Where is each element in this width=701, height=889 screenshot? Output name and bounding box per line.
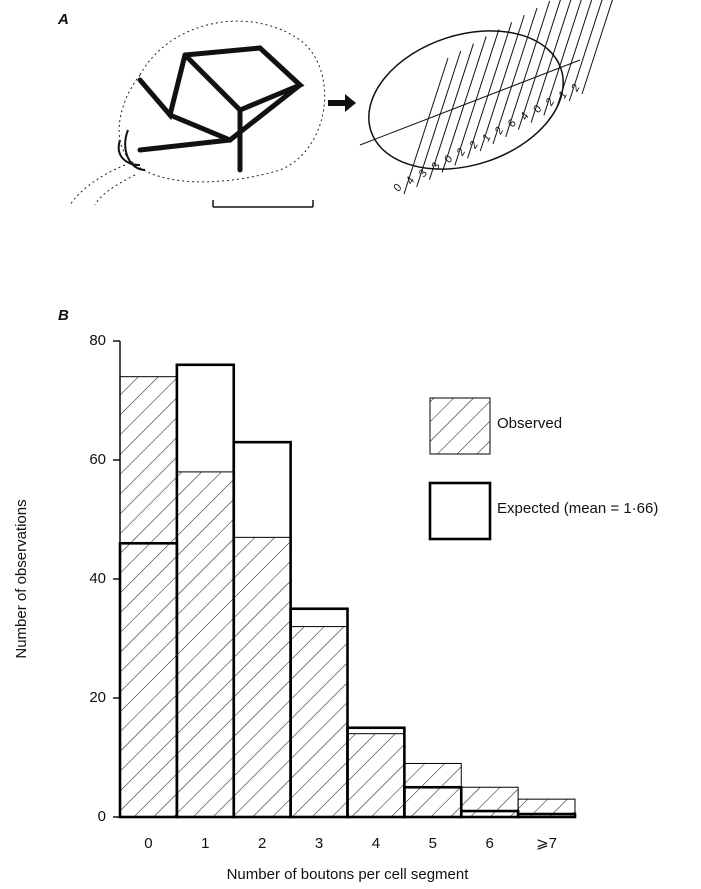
x-tick-label: 4 xyxy=(372,835,380,852)
segment-count: 6 xyxy=(506,117,520,129)
segment-count: 4 xyxy=(518,111,531,122)
x-tick-label: 0 xyxy=(144,835,152,852)
segment-count: 3 xyxy=(429,160,443,172)
y-axis-label: Number of observations xyxy=(13,499,30,658)
x-tick-label: 1 xyxy=(201,835,209,852)
x-tick-label: 6 xyxy=(486,835,494,852)
segment-count: 0 xyxy=(391,182,405,194)
legend-label: Observed xyxy=(497,415,562,432)
bar xyxy=(461,787,518,817)
x-tick-label: 2 xyxy=(258,835,266,852)
segment-count: 2 xyxy=(467,139,481,151)
bar xyxy=(177,472,234,817)
figure: A 043302212640212 B 0204060800123456⩾7Nu… xyxy=(0,0,701,889)
segment-count: 2 xyxy=(543,97,557,109)
bar xyxy=(120,377,177,817)
panel-label: B xyxy=(58,307,69,324)
x-tick-label: ⩾7 xyxy=(536,835,557,852)
segment-count: 2 xyxy=(569,82,583,94)
legend-swatch xyxy=(430,398,490,454)
arrow xyxy=(328,94,356,112)
terminal xyxy=(140,48,300,170)
page: A 043302212640212 B 0204060800123456⩾7Nu… xyxy=(0,0,701,889)
x-axis-label: Number of boutons per cell segment xyxy=(227,866,470,883)
segment-count: 1 xyxy=(556,89,569,100)
panel-b: B xyxy=(58,307,69,324)
cell-outline xyxy=(119,21,325,182)
x-tick-label: 5 xyxy=(429,835,437,852)
segment-count: 4 xyxy=(404,175,417,186)
bar xyxy=(234,537,291,817)
axon-outline xyxy=(70,165,135,205)
segment-count: 2 xyxy=(454,147,468,159)
bar xyxy=(291,627,348,817)
legend-label: Expected (mean = 1·66) xyxy=(497,500,658,517)
x-tick-label: 3 xyxy=(315,835,323,852)
segment-line xyxy=(582,0,626,94)
legend-swatch xyxy=(430,483,490,539)
bar xyxy=(404,763,461,817)
y-tick-label: 60 xyxy=(89,451,106,468)
bar xyxy=(348,734,405,817)
segment-count: 0 xyxy=(531,103,545,115)
y-tick-label: 80 xyxy=(89,332,106,349)
y-tick-label: 40 xyxy=(89,570,106,587)
y-tick-label: 20 xyxy=(89,689,106,706)
panel-label: A xyxy=(57,11,69,28)
segment-count: 0 xyxy=(442,153,456,165)
y-tick-label: 0 xyxy=(98,808,106,825)
segment-count: 2 xyxy=(492,125,506,137)
segment-count: 1 xyxy=(480,132,493,143)
